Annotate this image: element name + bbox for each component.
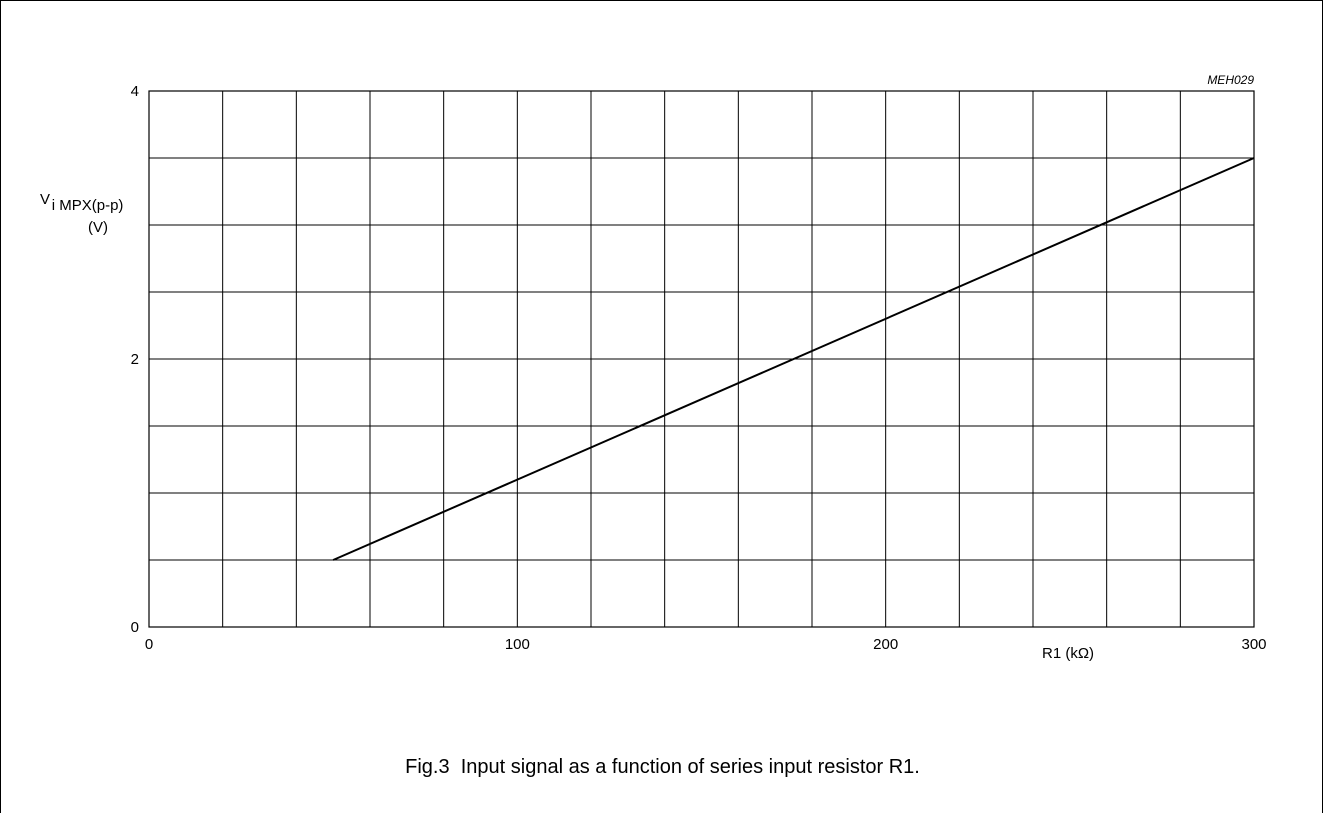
- y-tick-labels: 0 2 4: [131, 83, 139, 636]
- y-tick-label: 0: [131, 619, 139, 636]
- y-tick-label: 4: [131, 83, 139, 100]
- grid-lines: [149, 91, 1254, 627]
- x-tick-label: 300: [1241, 636, 1266, 653]
- x-tick-label: 0: [145, 636, 153, 653]
- x-axis-label: R1 (kΩ): [1042, 645, 1094, 662]
- x-tick-label: 200: [873, 636, 898, 653]
- y-axis-unit: (V): [88, 219, 108, 236]
- series-layer: [332, 157, 1255, 561]
- figure-caption: Fig.3 Input signal as a function of seri…: [405, 756, 920, 778]
- x-tick-labels: 0 100 200 300: [145, 636, 1267, 653]
- series-line: [332, 157, 1255, 561]
- y-tick-label: 2: [131, 351, 139, 368]
- x-tick-label: 100: [505, 636, 530, 653]
- y-axis-label-main: V: [40, 191, 50, 208]
- y-axis-label-sub: i MPX(p-p): [52, 197, 124, 214]
- figure-code: MEH029: [1207, 73, 1254, 87]
- plot-area-border: [148, 90, 1255, 628]
